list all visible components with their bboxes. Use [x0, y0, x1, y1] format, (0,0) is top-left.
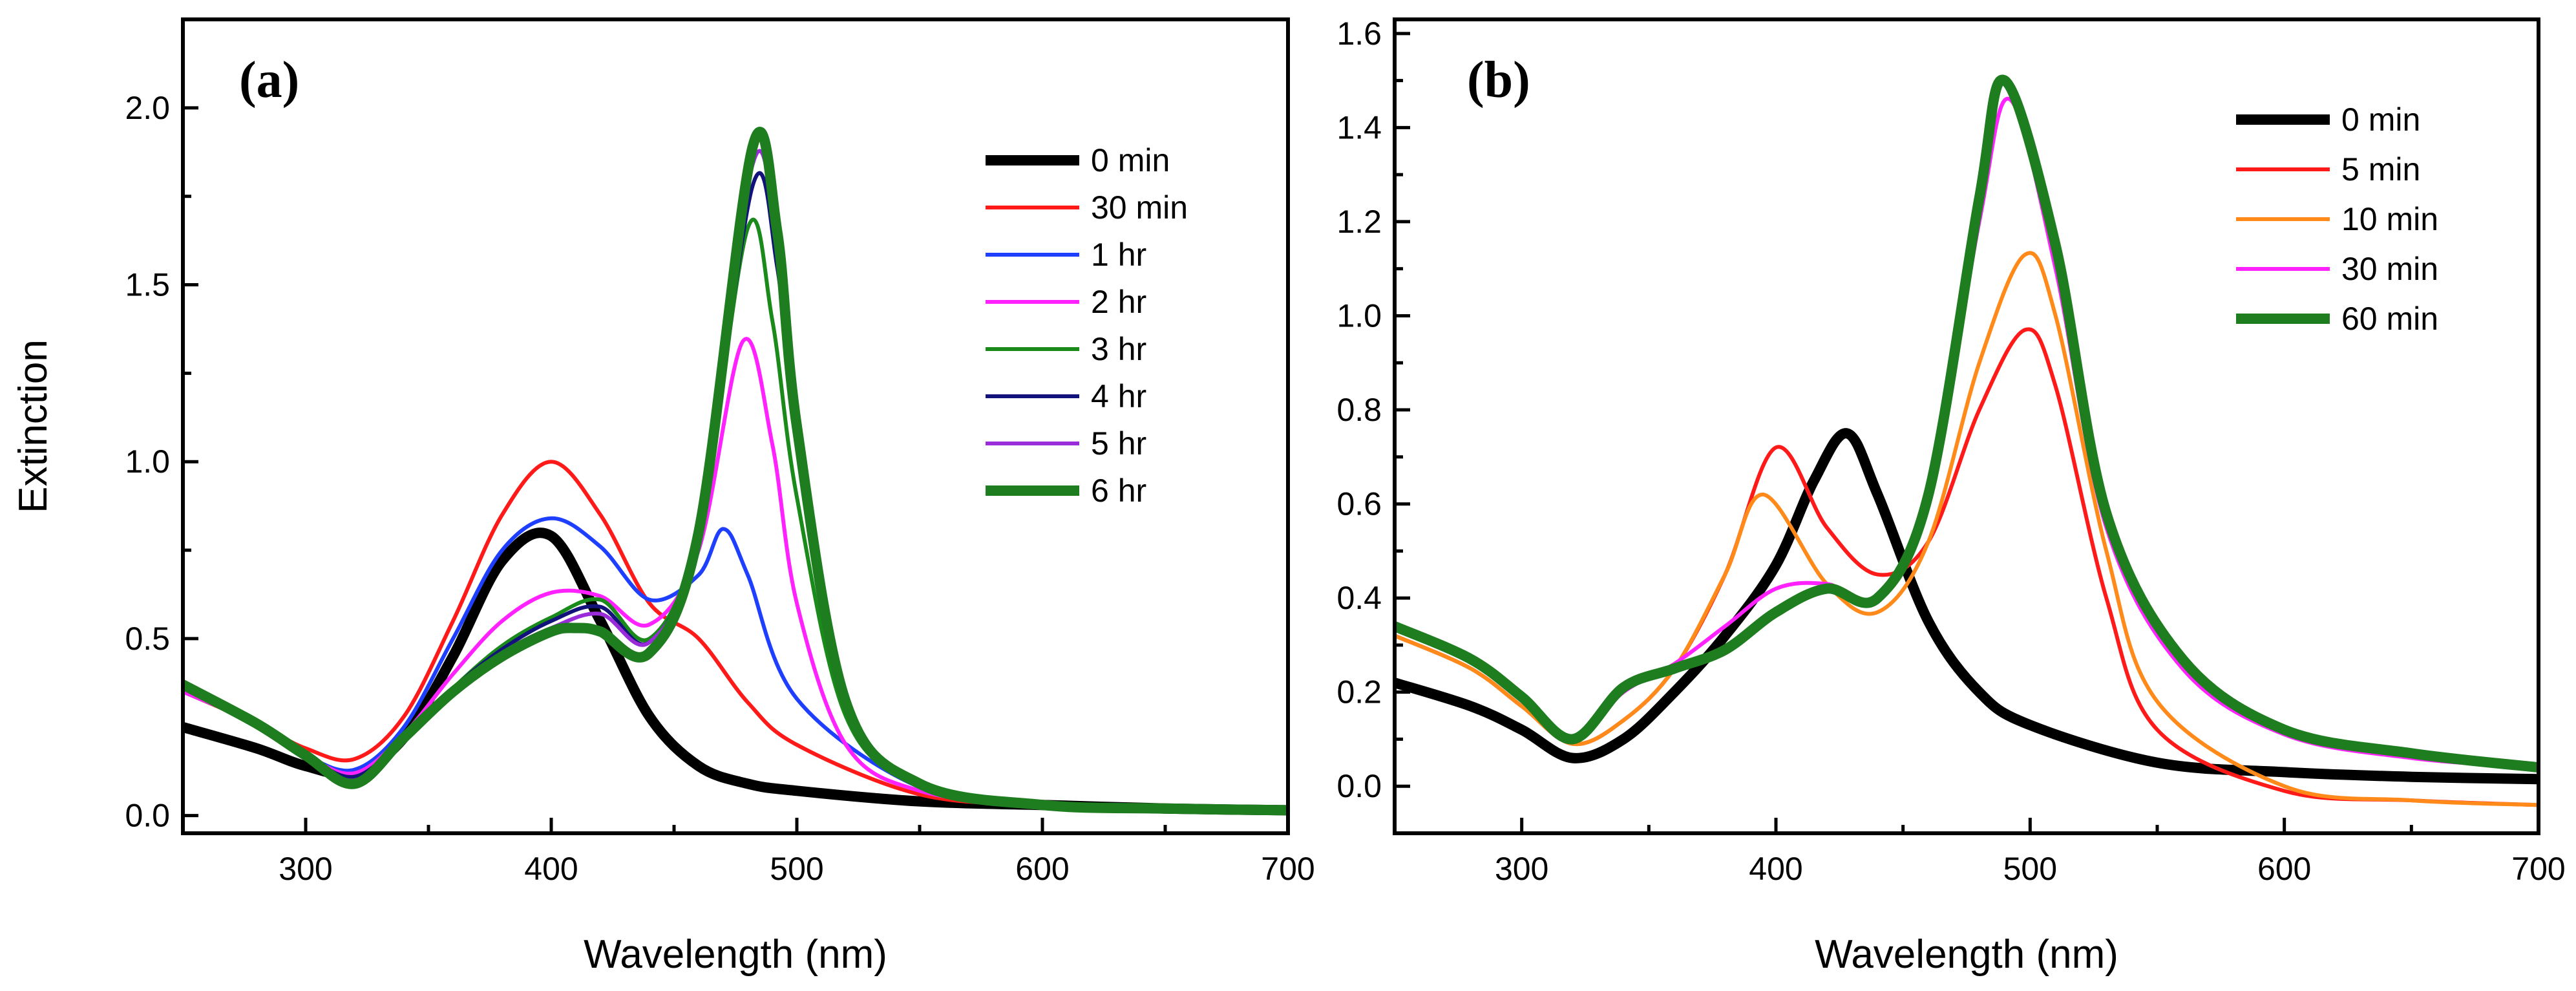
pb-x-tick-label: 600	[2257, 851, 2311, 887]
pb-y-tick-label: 0.4	[1336, 580, 1382, 616]
pa-x-tick-label: 700	[1261, 851, 1314, 887]
panel-a-x-axis-title: Wavelength (nm)	[584, 932, 887, 977]
panel-b-plot-frame	[1393, 17, 2540, 835]
pa-y-tick-label: 1.0	[125, 443, 170, 480]
pa-legend-label-5: 4 hr	[1091, 378, 1146, 414]
panel-b-label: (b)	[1467, 52, 1530, 109]
pb-series-line-4	[1395, 74, 2539, 773]
pb-legend-label-4: 60 min	[2341, 301, 2438, 337]
pa-y-tick-label: 2.0	[125, 90, 170, 126]
pb-y-tick-label: 1.6	[1336, 16, 1382, 52]
panel-b-series	[1395, 74, 2539, 807]
pb-x-tick-label: 500	[2003, 851, 2057, 887]
panel-a-label: (a)	[239, 52, 299, 109]
pa-legend-label-2: 1 hr	[1091, 237, 1146, 273]
pa-legend-label-6: 5 hr	[1091, 425, 1146, 462]
pb-y-tick-label: 0.2	[1336, 674, 1382, 710]
pb-y-tick-label: 0.0	[1336, 768, 1382, 804]
pb-legend-label-1: 5 min	[2341, 151, 2420, 187]
pa-x-tick-label: 300	[279, 851, 332, 887]
pa-y-tick-label: 0.0	[125, 798, 170, 834]
panel-b-ticks: 300 400 500 600 700 0.0 0.2 0.4 0.6 0.8 1.0 1.2 1.4 1…	[1336, 16, 2565, 887]
pb-series-line-0	[1395, 428, 2539, 785]
pb-legend-label-0: 0 min	[2341, 101, 2420, 138]
panel-b-legend: 0 min 5 min 10 min 30 min 60 min	[2236, 101, 2438, 337]
pb-legend-label-2: 10 min	[2341, 201, 2438, 237]
pb-series-line-2	[1395, 251, 2539, 807]
pa-x-tick-label: 500	[770, 851, 823, 887]
pb-x-tick-label: 300	[1495, 851, 1548, 887]
pb-legend-label-3: 30 min	[2341, 251, 2438, 287]
panel-b-x-axis-title: Wavelength (nm)	[1815, 932, 2118, 977]
pb-y-tick-label: 0.8	[1336, 392, 1382, 428]
pb-y-tick-label: 1.2	[1336, 204, 1382, 240]
pa-x-tick-label: 600	[1015, 851, 1069, 887]
pa-legend-label-0: 0 min	[1091, 142, 1170, 178]
pa-legend-label-3: 2 hr	[1091, 284, 1146, 320]
pb-y-tick-label: 1.0	[1336, 297, 1382, 334]
pa-legend-label-4: 3 hr	[1091, 331, 1146, 367]
panel-a-legend: 0 min 30 min 1 hr 2 hr 3 hr 4 hr 5 hr 6 hr	[986, 142, 1188, 509]
pa-legend-label-1: 30 min	[1091, 189, 1188, 226]
pb-y-tick-label: 1.4	[1336, 109, 1382, 145]
pb-x-tick-label: 400	[1749, 851, 1802, 887]
pb-x-tick-label: 700	[2511, 851, 2565, 887]
pa-x-tick-label: 400	[524, 851, 578, 887]
panel-b: 300 400 500 600 700 0.0 0.2 0.4 0.6 0.8 1.0 1.2 1.4 1…	[1336, 16, 2565, 977]
pa-legend-label-7: 6 hr	[1091, 473, 1146, 509]
panel-a: 300 400 500 600 700 0.0 0.5 1.0 1.5 2.0 (a) Wavel…	[11, 17, 1315, 977]
pa-y-tick-label: 1.5	[125, 267, 170, 303]
panel-a-plot-frame	[181, 17, 1290, 835]
pa-y-tick-label: 0.5	[125, 621, 170, 657]
panel-a-y-axis-title: Extinction	[11, 339, 56, 513]
pb-y-tick-label: 0.6	[1336, 486, 1382, 522]
panel-a-ticks: 300 400 500 600 700 0.0 0.5 1.0 1.5 2.0	[125, 90, 1314, 887]
panel-a-series	[183, 127, 1288, 816]
pa-series-line-7	[183, 127, 1288, 816]
